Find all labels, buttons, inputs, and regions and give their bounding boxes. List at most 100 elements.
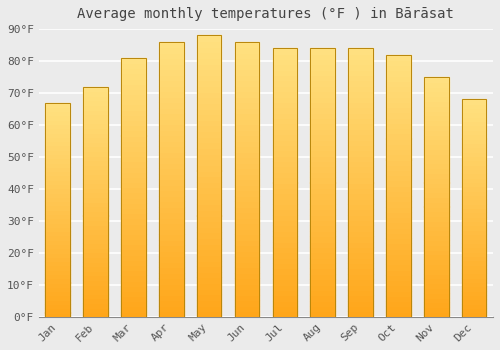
Bar (348, 268, 373, 274)
Bar (84, 169, 108, 174)
Bar (234, 240, 260, 245)
Bar (46, 145, 70, 150)
Bar (84, 133, 108, 137)
Bar (348, 75, 373, 80)
Bar (348, 91, 373, 97)
Bar (348, 64, 373, 70)
Bar (197, 35, 222, 41)
Bar (234, 256, 260, 262)
Bar (46, 167, 70, 171)
Bar (462, 247, 486, 252)
Bar (159, 113, 184, 119)
Bar (462, 99, 486, 317)
Bar (234, 300, 260, 306)
Bar (348, 301, 373, 306)
Bar (234, 234, 260, 240)
Bar (310, 118, 335, 124)
Bar (386, 144, 410, 149)
Bar (234, 75, 260, 80)
Bar (462, 221, 486, 225)
Bar (386, 212, 410, 217)
Bar (46, 295, 70, 300)
Bar (159, 179, 184, 185)
Title: Average monthly temperatures (°F ) in Bārāsat: Average monthly temperatures (°F ) in Bā… (78, 7, 454, 21)
Bar (121, 234, 146, 239)
Bar (348, 145, 373, 150)
Bar (197, 75, 222, 80)
Bar (348, 225, 373, 231)
Bar (386, 306, 410, 312)
Bar (46, 162, 70, 167)
Bar (46, 270, 70, 274)
Bar (272, 134, 297, 140)
Bar (310, 290, 335, 295)
Bar (46, 193, 70, 197)
Bar (84, 229, 108, 234)
Bar (84, 271, 108, 275)
Bar (424, 130, 448, 134)
Bar (386, 301, 410, 306)
Bar (424, 206, 448, 211)
Bar (272, 102, 297, 107)
Bar (310, 70, 335, 75)
Bar (121, 250, 146, 255)
Bar (310, 236, 335, 242)
Bar (386, 270, 410, 275)
Bar (310, 75, 335, 80)
Bar (234, 53, 260, 58)
Bar (121, 115, 146, 120)
Bar (462, 212, 486, 217)
Bar (310, 54, 335, 59)
Bar (159, 102, 184, 108)
Bar (424, 259, 448, 264)
Bar (272, 64, 297, 70)
Bar (234, 152, 260, 158)
Bar (159, 212, 184, 218)
Bar (121, 156, 146, 161)
Bar (46, 300, 70, 304)
Bar (234, 185, 260, 190)
Bar (424, 264, 448, 269)
Bar (272, 80, 297, 86)
Bar (121, 224, 146, 229)
Bar (386, 285, 410, 290)
Bar (348, 193, 373, 199)
Bar (197, 210, 222, 216)
Bar (424, 197, 448, 202)
Bar (46, 244, 70, 248)
Bar (197, 159, 222, 165)
Bar (272, 285, 297, 290)
Bar (84, 248, 108, 252)
Bar (234, 273, 260, 278)
Bar (197, 41, 222, 47)
Bar (84, 252, 108, 257)
Bar (159, 229, 184, 234)
Bar (234, 245, 260, 251)
Bar (46, 231, 70, 236)
Bar (272, 75, 297, 80)
Bar (121, 198, 146, 203)
Bar (197, 260, 222, 266)
Bar (159, 190, 184, 196)
Bar (310, 150, 335, 156)
Bar (272, 161, 297, 166)
Bar (462, 256, 486, 260)
Bar (234, 168, 260, 174)
Bar (348, 48, 373, 54)
Bar (310, 91, 335, 97)
Bar (234, 130, 260, 135)
Bar (310, 241, 335, 247)
Bar (84, 206, 108, 211)
Bar (197, 86, 222, 92)
Bar (197, 306, 222, 311)
Bar (46, 137, 70, 141)
Bar (462, 282, 486, 286)
Bar (310, 145, 335, 150)
Bar (121, 94, 146, 99)
Bar (310, 48, 335, 54)
Bar (462, 238, 486, 243)
Bar (234, 295, 260, 300)
Bar (159, 289, 184, 295)
Bar (121, 135, 146, 141)
Bar (84, 183, 108, 188)
